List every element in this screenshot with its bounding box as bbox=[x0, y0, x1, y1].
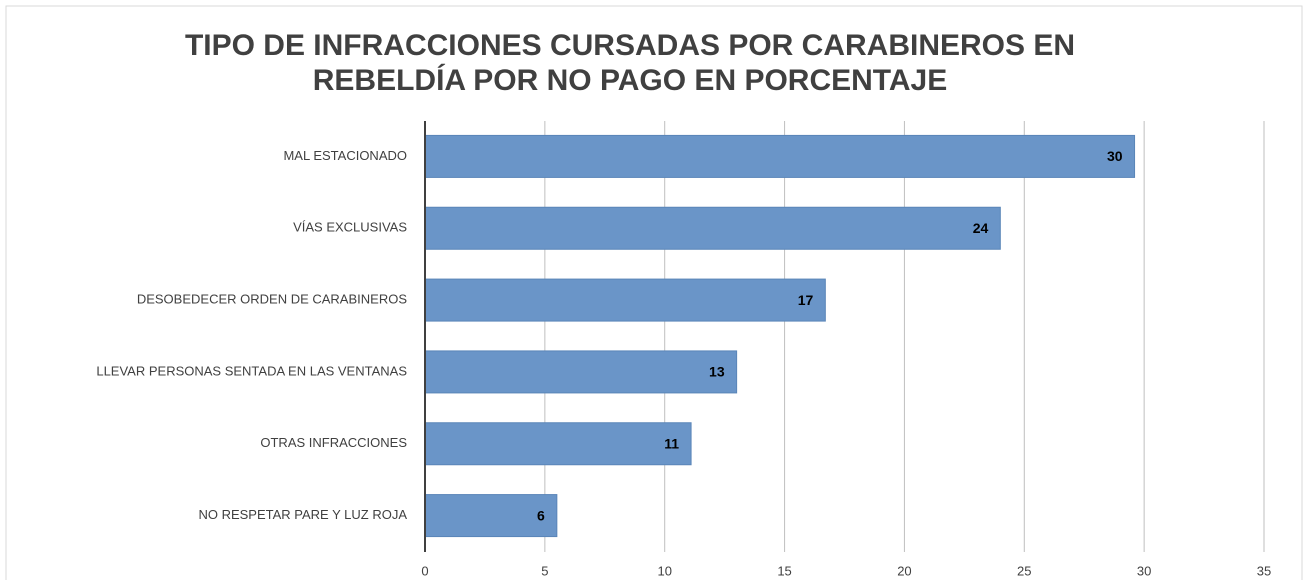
x-tick-label: 20 bbox=[897, 563, 911, 578]
x-tick-label: 15 bbox=[777, 563, 791, 578]
y-tick-label: MAL ESTACIONADO bbox=[283, 148, 407, 163]
value-label: 11 bbox=[664, 435, 679, 451]
y-tick-label: OTRAS INFRACCIONES bbox=[260, 435, 407, 450]
x-tick-label: 10 bbox=[657, 563, 671, 578]
value-label: 13 bbox=[709, 364, 725, 380]
value-label: 17 bbox=[798, 292, 814, 308]
x-tick-label: 0 bbox=[421, 563, 428, 578]
x-tick-label: 30 bbox=[1137, 563, 1151, 578]
y-tick-label: DESOBEDECER ORDEN DE CARABINEROS bbox=[137, 292, 407, 307]
y-tick-label: NO RESPETAR PARE Y LUZ ROJA bbox=[198, 507, 407, 522]
chart-title: REBELDÍA POR NO PAGO EN PORCENTAJE bbox=[313, 63, 948, 97]
value-label: 6 bbox=[537, 507, 545, 523]
x-tick-label: 35 bbox=[1257, 563, 1271, 578]
bar bbox=[424, 206, 1001, 250]
bar bbox=[424, 494, 558, 538]
bar bbox=[424, 278, 826, 322]
value-label: 30 bbox=[1107, 148, 1123, 164]
bar bbox=[424, 422, 692, 466]
value-label: 24 bbox=[973, 220, 989, 236]
bar bbox=[424, 350, 738, 394]
chart-title: TIPO DE INFRACCIONES CURSADAS POR CARABI… bbox=[185, 29, 1075, 62]
bar bbox=[424, 134, 1136, 178]
y-tick-label: VÍAS EXCLUSIVAS bbox=[293, 220, 407, 235]
x-tick-label: 5 bbox=[541, 563, 548, 578]
y-tick-label: LLEVAR PERSONAS SENTADA EN LAS VENTANAS bbox=[96, 363, 407, 378]
x-tick-label: 25 bbox=[1017, 563, 1031, 578]
